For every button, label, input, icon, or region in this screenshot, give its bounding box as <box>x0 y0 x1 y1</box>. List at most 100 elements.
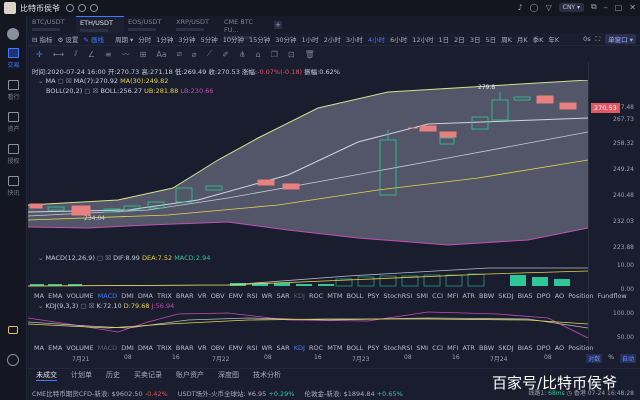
indicator-bar-kdj[interactable]: MA EMA VOLUME MACD DMI DMA TRIX BRAR VR … <box>34 344 594 352</box>
indicator-ao[interactable]: AO <box>554 292 569 300</box>
indicator-atr[interactable]: ATR <box>462 344 480 352</box>
indicator-dpo[interactable]: DPO <box>536 344 555 352</box>
bottom-tab-3[interactable]: 买卖记录 <box>134 371 162 379</box>
indicator-rsi[interactable]: RSI <box>246 292 262 300</box>
price-axis[interactable]: 277.48 267.73 258.32 249.24 240.48 232.0… <box>588 62 640 352</box>
indicator-sar[interactable]: SAR <box>276 292 294 300</box>
indicator-mtm[interactable]: MTM <box>327 292 347 300</box>
settings-button[interactable]: ⚙ 设置 <box>57 36 79 44</box>
kdj-chart[interactable] <box>28 310 588 342</box>
currency-select[interactable]: CNY ▾ <box>558 2 585 12</box>
maximize-button[interactable]: □ <box>614 2 623 12</box>
indicator-sar[interactable]: SAR <box>276 344 294 352</box>
period-18[interactable]: 月K <box>516 36 528 44</box>
indicator-dmi[interactable]: DMI <box>121 292 138 300</box>
indicator-dma[interactable]: DMA <box>137 292 157 300</box>
period-20[interactable]: 年K <box>548 36 560 44</box>
lock-icon[interactable]: ⌂ <box>255 49 261 59</box>
indicator-volume[interactable]: VOLUME <box>66 292 98 300</box>
shirt-icon[interactable]: ▽ <box>545 2 552 12</box>
period-9[interactable]: 3小时 <box>345 36 363 44</box>
sidebar-item-trade[interactable]: 交易 <box>0 48 27 69</box>
indicator-obv[interactable]: OBV <box>210 344 229 352</box>
auto-button[interactable]: 自动 <box>619 354 636 363</box>
indicator-smi[interactable]: SMI <box>416 344 433 352</box>
indicator-ema[interactable]: EMA <box>48 292 67 300</box>
period-13[interactable]: 1日 <box>438 36 450 44</box>
period-1[interactable]: 1分钟 <box>156 36 174 44</box>
period-8[interactable]: 2小时 <box>323 36 341 44</box>
tab-cme[interactable]: CME BTC FU... <box>220 16 268 39</box>
indicator-volume[interactable]: VOLUME <box>66 344 98 352</box>
period-3[interactable]: 5分钟 <box>200 36 218 44</box>
indicator-trix[interactable]: TRIX <box>156 344 176 352</box>
indicator-bbw[interactable]: BBW <box>479 292 499 300</box>
vip-icon[interactable] <box>8 326 18 334</box>
indicator-brar[interactable]: BRAR <box>175 292 198 300</box>
bottom-tab-2[interactable]: 历史 <box>106 371 120 379</box>
indicator-ao[interactable]: AO <box>554 344 569 352</box>
indicator-stochrsi[interactable]: StochRSI <box>383 344 417 352</box>
tab-eos[interactable]: EOS/USDT <box>124 16 172 33</box>
bottom-tab-6[interactable]: 技术分析 <box>253 371 281 379</box>
bottom-tab-5[interactable]: 深度图 <box>218 371 239 379</box>
indicator-boll[interactable]: BOLL <box>346 292 368 300</box>
bell-icon[interactable]: ♪ <box>517 2 523 12</box>
period-17[interactable]: 周K <box>501 36 512 44</box>
period-14[interactable]: 2日 <box>454 36 465 44</box>
indicator-dpo[interactable]: DPO <box>536 292 555 300</box>
indicator-position[interactable]: Position <box>568 292 598 300</box>
crosshair-icon[interactable]: ✛ <box>36 49 43 59</box>
bottom-tab-4[interactable]: 账户资产 <box>176 371 204 379</box>
brush-icon[interactable]: ✐ <box>222 49 229 59</box>
sidebar-item-assets[interactable]: 资产 <box>0 112 27 133</box>
indicator-ema[interactable]: EMA <box>48 344 67 352</box>
indicator-boll[interactable]: BOLL <box>346 344 368 352</box>
period-select[interactable]: 周期 ▾ <box>114 36 134 44</box>
globe-icon[interactable] <box>7 28 19 40</box>
chat-icon[interactable]: ◯ <box>529 2 539 12</box>
indicator-rsi[interactable]: RSI <box>246 344 262 352</box>
macd-chart[interactable] <box>28 262 588 290</box>
indicator-obv[interactable]: OBV <box>210 292 229 300</box>
indicator-dmi[interactable]: DMI <box>121 344 138 352</box>
indicator-ma[interactable]: MA <box>34 344 49 352</box>
indicator-smi[interactable]: SMI <box>416 292 433 300</box>
ticker-item-2[interactable]: 伦敦金-新浪: $1894.84 +0.65% <box>305 388 403 398</box>
period-7[interactable]: 1小时 <box>301 36 319 44</box>
ticker-item-1[interactable]: USDT场外-火币全球站: ¥6.95 +0.29% <box>178 388 295 398</box>
indicator-mtm[interactable]: MTM <box>327 344 347 352</box>
price-chart[interactable]: 279.8 234.04 <box>28 80 588 250</box>
indicator-dma[interactable]: DMA <box>137 344 157 352</box>
period-6[interactable]: 30分钟 <box>275 36 297 44</box>
indicator-vr[interactable]: VR <box>197 292 211 300</box>
ruler-icon[interactable]: ⟋ <box>206 49 213 58</box>
indicator-wr[interactable]: WR <box>261 344 277 352</box>
popout-icon[interactable]: ⧉ <box>591 2 597 11</box>
indicator-macd[interactable]: MACD <box>97 292 122 300</box>
indicator-vr[interactable]: VR <box>197 344 211 352</box>
indicator-emv[interactable]: EMV <box>228 292 247 300</box>
period-2[interactable]: 3分钟 <box>178 36 196 44</box>
indicator-bbw[interactable]: BBW <box>479 344 499 352</box>
eraser-icon[interactable]: ⌀ <box>191 49 197 59</box>
magnet-icon[interactable]: ⋔ <box>238 49 246 59</box>
indicator-mfi[interactable]: MFI <box>447 344 463 352</box>
window-mode-select[interactable]: 单窗口 ▾ <box>605 34 636 44</box>
bottom-tab-0[interactable]: 未成交 <box>36 370 57 381</box>
trendline-icon[interactable]: ⫽ <box>74 49 78 58</box>
indicator-atr[interactable]: ATR <box>462 292 480 300</box>
indicator-roc[interactable]: ROC <box>309 292 328 300</box>
indicator-ma[interactable]: MA <box>34 292 49 300</box>
screenshot-icon[interactable]: ⊡ <box>287 49 295 59</box>
log-scale-button[interactable]: 对数 <box>586 354 603 363</box>
grid-icon[interactable]: ⊞ <box>139 49 147 59</box>
indicator-brar[interactable]: BRAR <box>175 344 198 352</box>
indicator-skdj[interactable]: SKDJ <box>498 292 518 300</box>
indicator-cci[interactable]: CCI <box>432 292 448 300</box>
draw-button[interactable]: ✎ 画线 <box>83 36 104 44</box>
angle-icon[interactable]: ∠ <box>87 49 95 59</box>
settings-icon[interactable] <box>66 4 74 12</box>
pattern-icon[interactable]: ⧄ <box>176 49 182 58</box>
indicator-button[interactable]: ⊟ 指标 <box>32 36 53 44</box>
